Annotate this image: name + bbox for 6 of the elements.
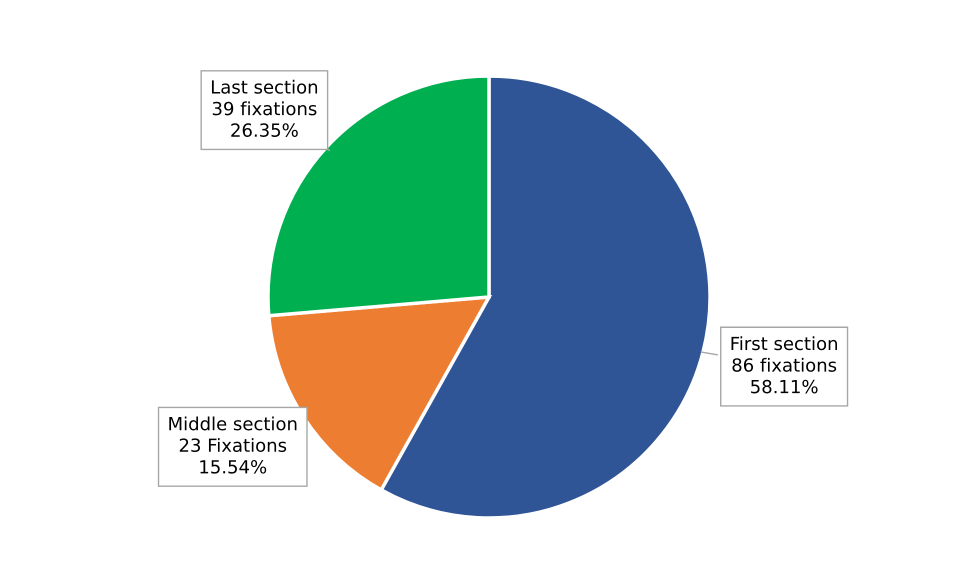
data-label: 86 fixations 58.11% [732,358,836,394]
slice-label: Middle section [169,416,296,430]
data-label: 39 fixations 26.35% [212,101,316,137]
slice-label: Last section [212,80,318,94]
slice-label: First section [732,336,837,350]
data-label: 23 Fixations 15.54% [180,438,286,474]
